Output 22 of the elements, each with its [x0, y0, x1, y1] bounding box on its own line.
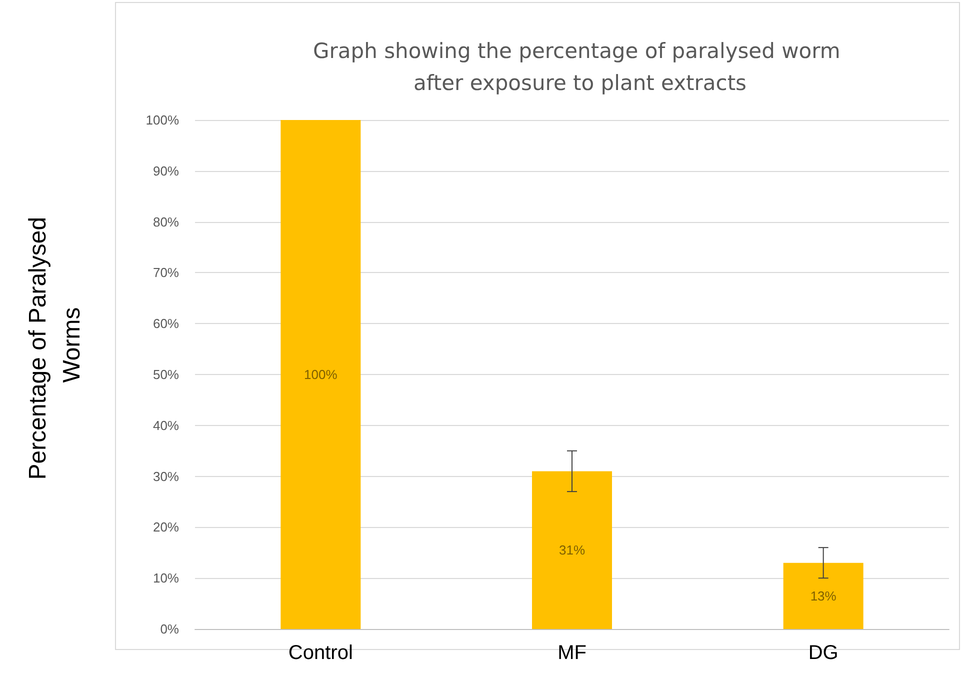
x-tick-label: Control — [288, 642, 353, 664]
x-tick-label: MF — [558, 642, 586, 664]
y-tick-label: 50% — [152, 367, 180, 382]
y-tick-label: 100% — [146, 112, 180, 128]
data-label: 13% — [810, 588, 837, 604]
bar — [280, 120, 361, 629]
chart-title: Graph showing the percentage of paralysed worm after exposure to plant extracts — [312, 39, 848, 95]
bar — [783, 562, 864, 629]
y-tick-label: 40% — [152, 418, 180, 433]
data-label: 31% — [558, 542, 586, 558]
y-tick-label: 0% — [160, 622, 180, 636]
x-tick-label: DG — [808, 642, 838, 664]
y-tick-label: 30% — [152, 468, 180, 484]
y-axis-title: Percentage of Paralysed Worms — [24, 210, 86, 480]
y-tick-label: 10% — [152, 570, 180, 586]
y-tick-label: 20% — [152, 520, 180, 535]
y-tick-label: 80% — [152, 214, 180, 230]
data-label: 100% — [304, 367, 338, 382]
y-tick-label: 70% — [152, 265, 180, 280]
bar — [532, 471, 612, 629]
y-tick-label: 60% — [152, 316, 180, 332]
y-tick-label: 90% — [152, 163, 180, 178]
